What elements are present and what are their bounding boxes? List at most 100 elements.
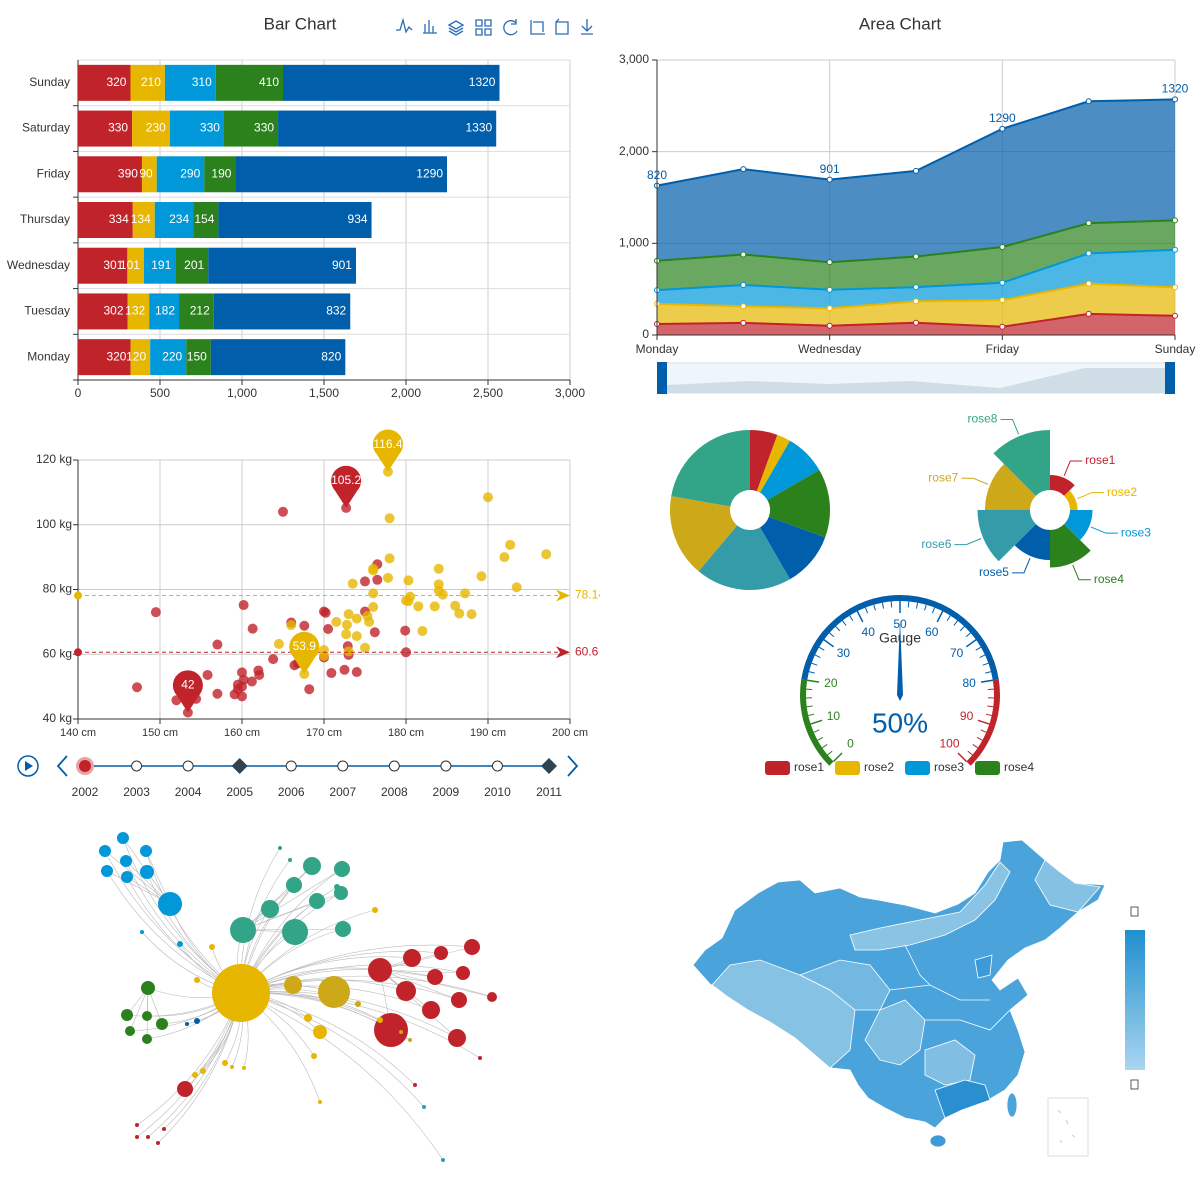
graph-node[interactable] (422, 1105, 426, 1109)
legend-label[interactable]: rose1 (794, 760, 824, 774)
graph-node[interactable] (177, 1081, 193, 1097)
graph-node[interactable] (177, 941, 183, 947)
graph-node[interactable] (403, 949, 421, 967)
graph-node[interactable] (135, 1135, 139, 1139)
graph-node[interactable] (140, 865, 154, 879)
legend-label[interactable]: rose4 (1004, 760, 1034, 774)
timeline-point[interactable] (182, 760, 194, 772)
graph-node[interactable] (121, 1009, 133, 1021)
graph-node[interactable] (140, 930, 144, 934)
graph-node[interactable] (117, 832, 129, 844)
timeline-point[interactable] (337, 760, 349, 772)
graph-node[interactable] (451, 992, 467, 1008)
legend-swatch[interactable] (835, 761, 860, 775)
graph-node[interactable] (441, 1158, 445, 1162)
timeline-diamond[interactable] (231, 758, 248, 774)
graph-node[interactable] (278, 846, 282, 850)
legend-swatch[interactable] (905, 761, 930, 775)
graph-node[interactable] (156, 1018, 168, 1030)
play-button[interactable] (17, 755, 39, 777)
graph-node[interactable] (200, 1068, 206, 1074)
timeline-prev[interactable] (56, 755, 68, 777)
timeline-current[interactable] (79, 760, 91, 772)
graph-node[interactable] (140, 845, 152, 857)
graph-node[interactable] (230, 917, 256, 943)
tool-tiled[interactable] (475, 19, 492, 36)
timeline-point[interactable] (131, 760, 143, 772)
graph-node[interactable] (396, 981, 416, 1001)
tool-stack[interactable] (447, 20, 465, 36)
graph-node[interactable] (146, 1135, 150, 1139)
graph-node[interactable] (413, 1083, 417, 1087)
graph-node[interactable] (487, 992, 497, 1002)
graph-node[interactable] (334, 884, 340, 890)
graph-node[interactable] (212, 964, 270, 1022)
graph-node[interactable] (399, 1030, 403, 1034)
graph-node[interactable] (448, 1029, 466, 1047)
graph-node[interactable] (427, 969, 443, 985)
graph-node[interactable] (456, 966, 470, 980)
graph-node[interactable] (372, 907, 378, 913)
graph-node[interactable] (120, 855, 132, 867)
graph-node[interactable] (194, 1018, 200, 1024)
graph-node[interactable] (282, 919, 308, 945)
tool-bar[interactable] (423, 20, 437, 34)
graph-node[interactable] (303, 857, 321, 875)
graph-node[interactable] (194, 977, 200, 983)
legend-swatch[interactable] (975, 761, 1000, 775)
graph-node[interactable] (304, 1014, 312, 1022)
legend-label[interactable]: rose2 (864, 760, 894, 774)
graph-node[interactable] (284, 976, 302, 994)
graph-node[interactable] (335, 921, 351, 937)
timeline-next[interactable] (567, 755, 579, 777)
graph-node[interactable] (121, 871, 133, 883)
timeline-point[interactable] (491, 760, 503, 772)
graph-node[interactable] (242, 1066, 246, 1070)
graph-node[interactable] (125, 1026, 135, 1036)
legend-swatch[interactable] (765, 761, 790, 775)
graph-node[interactable] (142, 1011, 152, 1021)
graph-node[interactable] (230, 1065, 234, 1069)
timeline-diamond[interactable] (541, 758, 557, 774)
tool-restore[interactable] (503, 19, 518, 36)
graph-node[interactable] (286, 877, 302, 893)
graph-node[interactable] (478, 1056, 482, 1060)
graph-node[interactable] (288, 858, 292, 862)
graph-node[interactable] (434, 946, 448, 960)
graph-node[interactable] (222, 1060, 228, 1066)
timeline-point[interactable] (440, 760, 452, 772)
timeline-point[interactable] (285, 760, 297, 772)
legend-label[interactable]: rose3 (934, 760, 964, 774)
graph-node[interactable] (142, 1034, 152, 1044)
graph-node[interactable] (192, 1072, 198, 1078)
tool-zoom[interactable] (530, 20, 545, 35)
graph-node[interactable] (377, 1017, 383, 1023)
graph-node[interactable] (135, 1123, 139, 1127)
graph-node[interactable] (313, 1025, 327, 1039)
graph-node[interactable] (355, 1001, 361, 1007)
graph-node[interactable] (162, 1127, 166, 1131)
data-zoom-handle[interactable] (1165, 362, 1175, 394)
play-icon[interactable] (25, 761, 33, 771)
graph-node[interactable] (209, 944, 215, 950)
graph-node[interactable] (464, 939, 480, 955)
graph-node[interactable] (185, 1022, 189, 1026)
graph-node[interactable] (318, 1100, 322, 1104)
graph-node[interactable] (408, 1038, 412, 1042)
graph-node[interactable] (141, 981, 155, 995)
graph-node[interactable] (99, 845, 111, 857)
visual-map-bar[interactable] (1125, 930, 1145, 1070)
graph-node[interactable] (309, 893, 325, 909)
graph-node[interactable] (156, 1141, 160, 1145)
graph-node[interactable] (334, 861, 350, 877)
tool-line[interactable] (396, 17, 413, 34)
graph-node[interactable] (158, 892, 182, 916)
graph-node[interactable] (101, 865, 113, 877)
data-zoom-handle[interactable] (657, 362, 667, 394)
graph-node[interactable] (311, 1053, 317, 1059)
timeline-point[interactable] (388, 760, 400, 772)
graph-node[interactable] (261, 900, 279, 918)
graph-node[interactable] (422, 1001, 440, 1019)
tool-zoom-back[interactable] (555, 18, 569, 35)
tool-save[interactable] (581, 19, 593, 35)
